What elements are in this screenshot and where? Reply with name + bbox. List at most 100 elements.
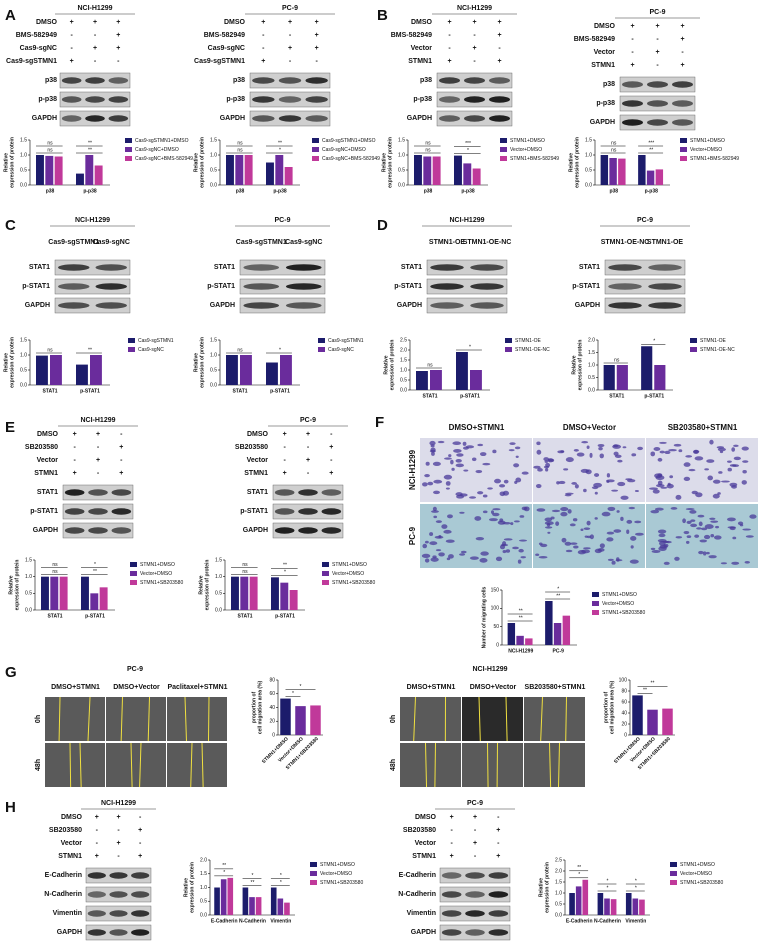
band-label: p-STAT1 <box>572 283 600 290</box>
condition-label: DMSO <box>224 19 246 26</box>
cell <box>712 493 720 499</box>
blot-band <box>439 96 460 103</box>
condition-mark: + <box>315 45 319 52</box>
cell <box>543 465 550 469</box>
band-label: Vimentin <box>407 910 436 917</box>
cell <box>656 484 665 488</box>
condition-mark: + <box>680 62 684 69</box>
band-label: STAT1 <box>37 489 58 496</box>
cell <box>607 558 614 562</box>
cell <box>669 475 674 479</box>
blot-band <box>648 264 682 271</box>
cell <box>613 451 619 456</box>
micrograph <box>45 697 105 741</box>
significance: ** <box>556 593 560 599</box>
cell <box>698 521 703 527</box>
cell <box>718 471 723 474</box>
condition-mark: + <box>655 49 659 56</box>
wound-edge <box>478 696 481 742</box>
x-tick-label: p-STAT1 <box>275 613 295 619</box>
cell <box>515 455 519 459</box>
cell <box>659 441 667 444</box>
bar <box>639 899 645 915</box>
cell <box>597 548 605 552</box>
blot-title: PC-9 <box>637 217 653 224</box>
significance: ** <box>519 615 523 621</box>
band-label: Vimentin <box>53 910 82 917</box>
cell <box>626 519 633 524</box>
condition-mark: - <box>450 827 453 834</box>
legend-swatch <box>312 138 319 143</box>
cell <box>620 495 629 500</box>
cell <box>523 506 530 512</box>
condition-mark: - <box>73 457 76 464</box>
cell <box>502 549 507 554</box>
significance: * <box>469 344 471 350</box>
condition-mark: + <box>116 814 120 821</box>
cell <box>729 482 738 487</box>
wound-edge <box>190 742 193 788</box>
condition-mark: + <box>447 19 451 26</box>
condition-mark: - <box>262 32 265 39</box>
bar <box>280 355 292 385</box>
cell <box>424 540 429 544</box>
wound-edge <box>139 742 142 788</box>
legend-label: Cas9-sgNC <box>328 347 354 353</box>
cell <box>500 543 509 547</box>
bar <box>249 897 255 915</box>
column-label: Cas9-sgSTMN1 <box>236 239 287 246</box>
x-tick-label: STAT1 <box>237 613 252 619</box>
condition-label: BMS-582949 <box>391 32 432 39</box>
legend-label: Cas9-sgNC+DMSO <box>135 147 179 153</box>
significance: ** <box>519 608 523 614</box>
wound-edge <box>565 696 567 742</box>
cell <box>429 541 438 546</box>
cell <box>598 446 603 451</box>
y-tick-label: 0.5 <box>588 375 595 381</box>
blot-band <box>622 81 643 88</box>
micrograph <box>400 743 461 787</box>
wound-edge <box>558 742 560 788</box>
legend-label: STMN1-OE-NC <box>515 347 550 353</box>
condition-mark: + <box>630 23 634 30</box>
legend-label: Vector+DMSO <box>602 601 634 607</box>
cell <box>509 442 516 446</box>
condition-label: STMN1 <box>34 470 58 477</box>
bar <box>638 155 646 185</box>
cell <box>503 479 509 484</box>
x-tick-label: N-Cadherin <box>239 918 266 924</box>
y-tick-label: 1.0 <box>588 362 595 368</box>
significance: * <box>635 878 637 884</box>
condition-mark: - <box>97 444 100 451</box>
y-tick-label: 1.5 <box>555 879 562 885</box>
cell <box>688 468 696 472</box>
y-axis-label: Relative <box>8 575 14 594</box>
y-tick-label: 0.5 <box>20 367 27 373</box>
condition-mark: + <box>450 853 454 860</box>
condition-mark: + <box>283 431 287 438</box>
bar <box>423 156 432 185</box>
cell <box>424 558 430 563</box>
x-tick-label: p-STAT1 <box>644 393 664 399</box>
condition-mark: + <box>496 827 500 834</box>
cell <box>705 551 710 555</box>
significance: * <box>279 147 281 153</box>
condition-mark: + <box>329 444 333 451</box>
cell <box>561 537 567 543</box>
condition-mark: + <box>306 431 310 438</box>
blot-band <box>489 77 510 84</box>
micrograph <box>167 697 227 741</box>
wound-edge <box>487 742 489 788</box>
condition-mark: + <box>680 23 684 30</box>
condition-mark: + <box>497 58 501 65</box>
blot-band <box>109 891 128 898</box>
cell <box>463 469 469 472</box>
cell <box>565 549 573 553</box>
condition-label: DMSO <box>411 19 433 26</box>
y-tick-label: 60 <box>269 691 275 697</box>
condition-mark: + <box>497 19 501 26</box>
cell <box>429 440 436 446</box>
condition-label: Vector <box>411 45 433 52</box>
bar <box>59 576 68 610</box>
